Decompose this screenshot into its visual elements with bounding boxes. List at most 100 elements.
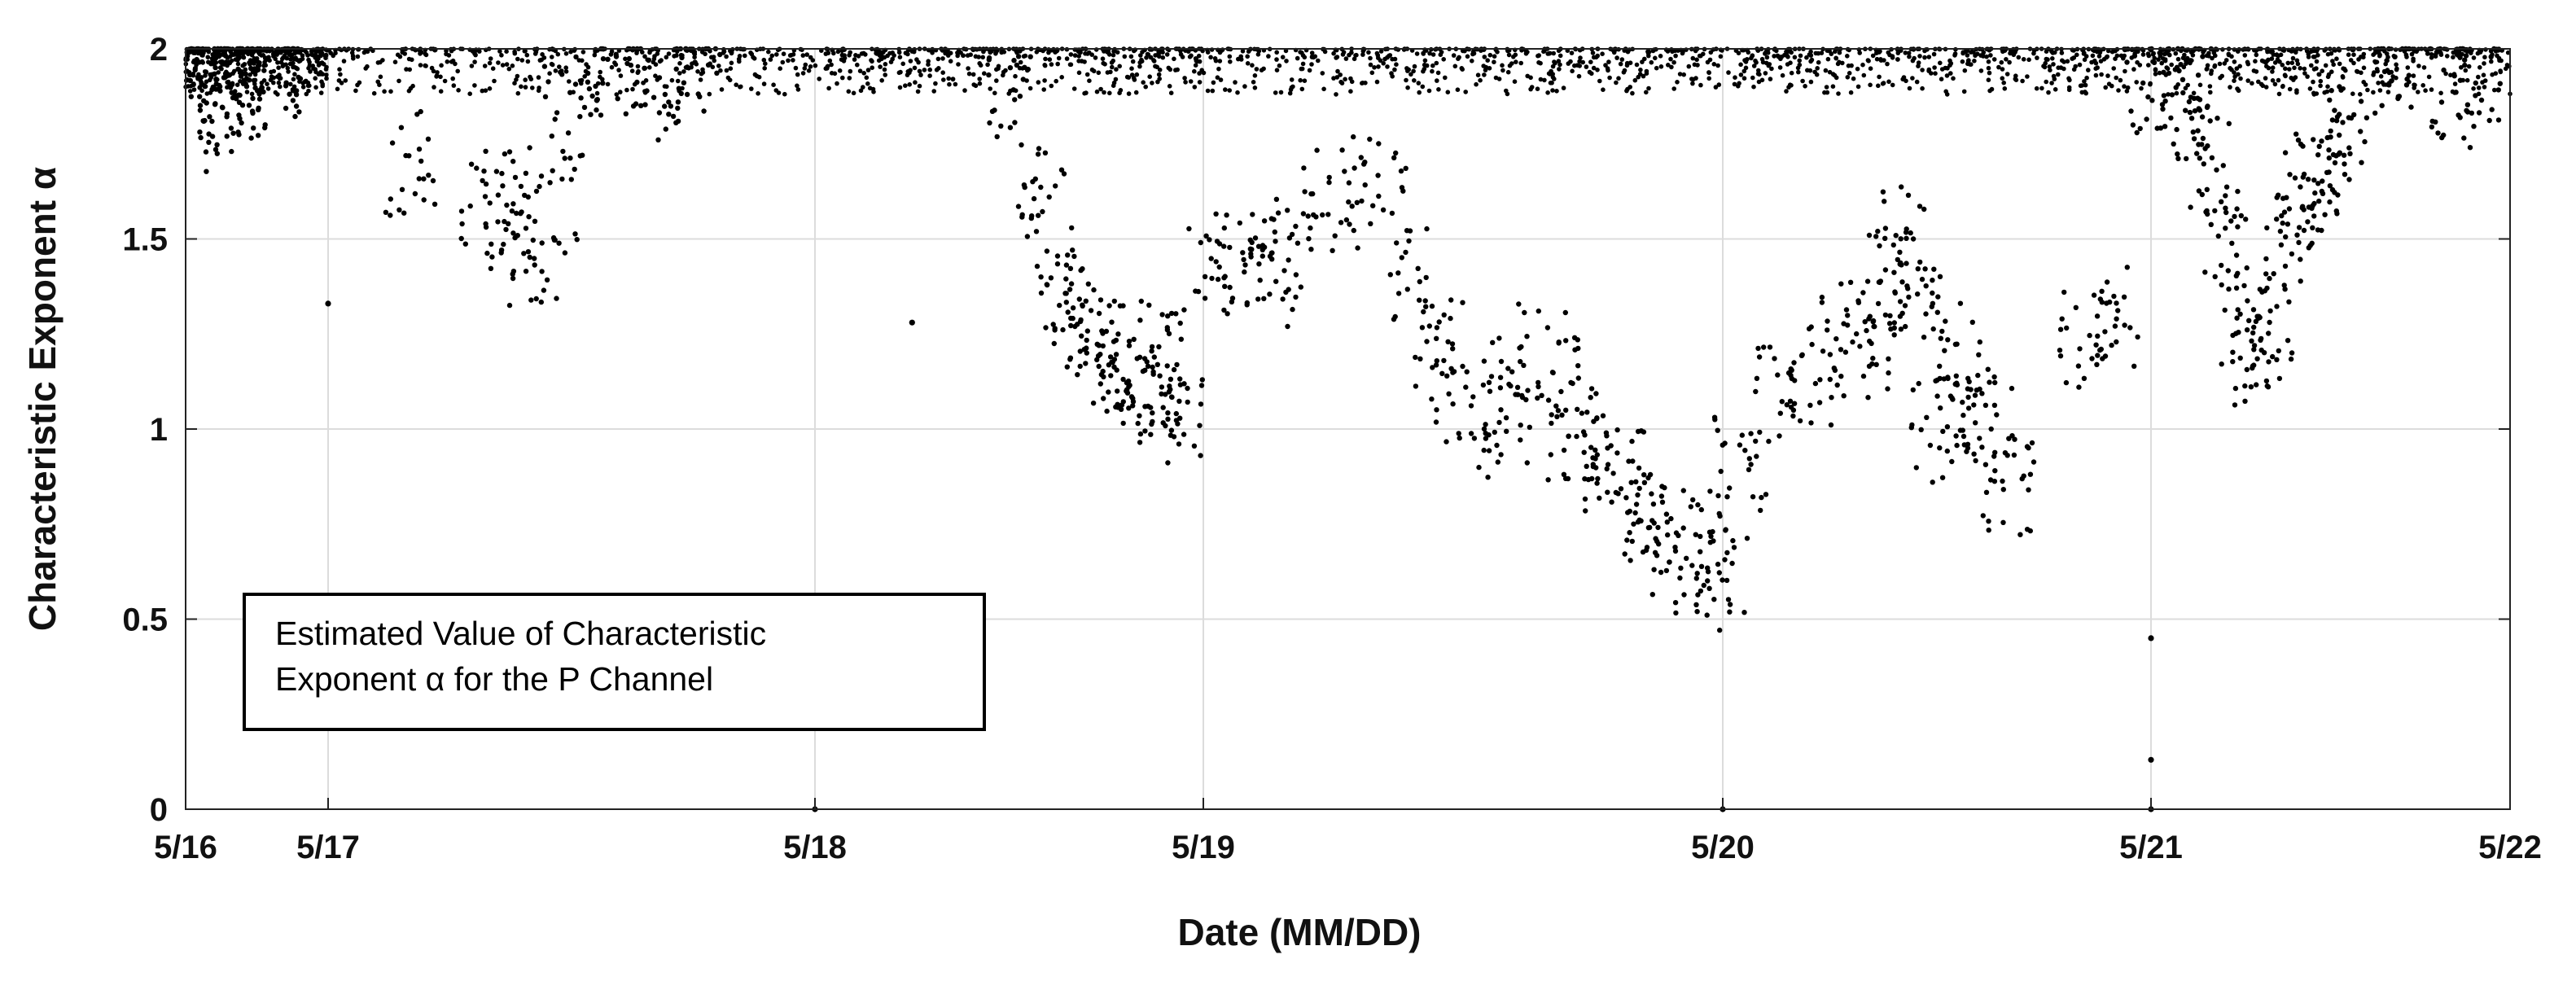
data-point <box>1597 495 1602 501</box>
data-point <box>1541 49 1546 55</box>
data-point <box>262 55 268 61</box>
data-point <box>1591 418 1597 424</box>
data-point <box>1229 299 1235 304</box>
data-point <box>276 80 282 85</box>
data-point <box>2086 68 2091 72</box>
data-point <box>568 177 574 182</box>
data-point <box>1266 54 1271 59</box>
data-point <box>309 49 314 54</box>
data-point <box>1417 356 1423 361</box>
data-point <box>1544 325 1551 331</box>
data-point <box>1666 63 1671 68</box>
data-point <box>2263 256 2269 262</box>
data-point <box>1168 376 1174 382</box>
data-point <box>533 188 540 195</box>
data-point <box>2325 51 2331 57</box>
data-point <box>2026 487 2031 493</box>
data-point <box>1906 294 1912 300</box>
data-point <box>2099 288 2105 294</box>
data-point <box>251 125 256 131</box>
data-point <box>1106 303 1112 309</box>
data-point <box>1272 229 1278 235</box>
data-point <box>1780 72 1785 78</box>
data-point <box>2423 88 2428 93</box>
data-point <box>2326 169 2332 175</box>
data-point <box>2338 87 2344 93</box>
data-point <box>1403 249 1408 256</box>
data-point <box>1441 312 1447 318</box>
data-point <box>235 129 241 135</box>
data-point <box>1376 141 1382 147</box>
data-point <box>1689 563 1695 568</box>
data-point <box>800 71 806 76</box>
data-point <box>191 81 196 88</box>
data-point <box>1848 90 1854 95</box>
data-point <box>2324 134 2330 141</box>
data-point <box>540 52 545 57</box>
data-point <box>2311 92 2317 97</box>
data-point <box>207 114 212 120</box>
data-point <box>897 55 903 59</box>
data-point <box>512 50 518 56</box>
data-point <box>2279 212 2285 219</box>
data-point <box>2346 52 2351 57</box>
data-point <box>1757 72 1762 77</box>
data-point <box>523 85 528 90</box>
data-point <box>1146 302 1152 308</box>
data-point <box>2476 110 2482 116</box>
data-point <box>2300 143 2306 149</box>
data-point <box>1376 193 1382 199</box>
data-point <box>2208 221 2214 227</box>
data-point <box>2264 225 2270 231</box>
data-point <box>1536 383 1541 390</box>
data-point <box>1339 147 1345 153</box>
data-point <box>2029 440 2035 446</box>
data-point <box>1825 90 1830 95</box>
data-point <box>613 62 619 68</box>
data-point <box>1758 507 1763 514</box>
data-point <box>786 58 791 64</box>
data-point <box>2071 67 2077 72</box>
data-point <box>1668 515 1674 522</box>
data-point <box>2363 82 2368 87</box>
data-point <box>1137 60 1142 65</box>
data-point <box>1761 344 1767 350</box>
data-point <box>1983 489 1990 495</box>
data-point <box>259 85 265 90</box>
data-point <box>684 91 690 98</box>
data-point <box>1238 54 1243 59</box>
data-point <box>2105 48 2111 54</box>
data-point <box>1177 415 1183 421</box>
data-point <box>2307 243 2313 248</box>
data-point <box>278 84 283 90</box>
data-point <box>931 89 936 94</box>
data-point <box>1354 52 1359 58</box>
data-point <box>1670 49 1675 55</box>
data-point <box>1561 447 1567 453</box>
data-point <box>510 271 515 277</box>
data-point <box>1716 570 1722 576</box>
data-point <box>1641 480 1648 485</box>
data-point <box>1084 328 1091 334</box>
data-point <box>1165 416 1171 422</box>
data-point <box>2337 61 2342 67</box>
data-point <box>2166 70 2172 77</box>
data-point <box>749 86 754 91</box>
data-point <box>2245 298 2250 304</box>
data-point <box>1864 327 1869 334</box>
data-point <box>1548 452 1554 458</box>
data-point <box>662 103 668 109</box>
data-point <box>187 77 193 84</box>
data-point <box>2075 363 2082 369</box>
data-point <box>2121 294 2127 300</box>
data-point <box>1816 59 1821 65</box>
data-point <box>1885 386 1890 392</box>
data-point <box>1404 228 1410 234</box>
data-point <box>2202 269 2208 275</box>
data-point <box>1597 78 1602 84</box>
data-point <box>1698 506 1704 513</box>
data-point <box>1986 528 1991 533</box>
data-point <box>530 85 535 90</box>
data-point <box>1452 64 1458 69</box>
data-point <box>2331 62 2336 68</box>
